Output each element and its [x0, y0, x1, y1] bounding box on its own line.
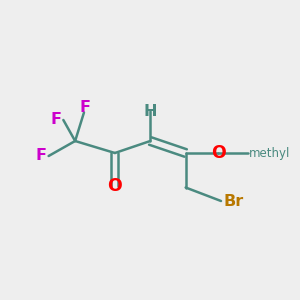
- Text: Br: Br: [224, 194, 244, 208]
- Text: H: H: [143, 103, 157, 118]
- Text: O: O: [107, 177, 122, 195]
- Text: methyl: methyl: [249, 146, 290, 160]
- Text: F: F: [80, 100, 91, 115]
- Text: F: F: [36, 148, 47, 164]
- Text: F: F: [50, 112, 62, 128]
- Text: O: O: [211, 144, 225, 162]
